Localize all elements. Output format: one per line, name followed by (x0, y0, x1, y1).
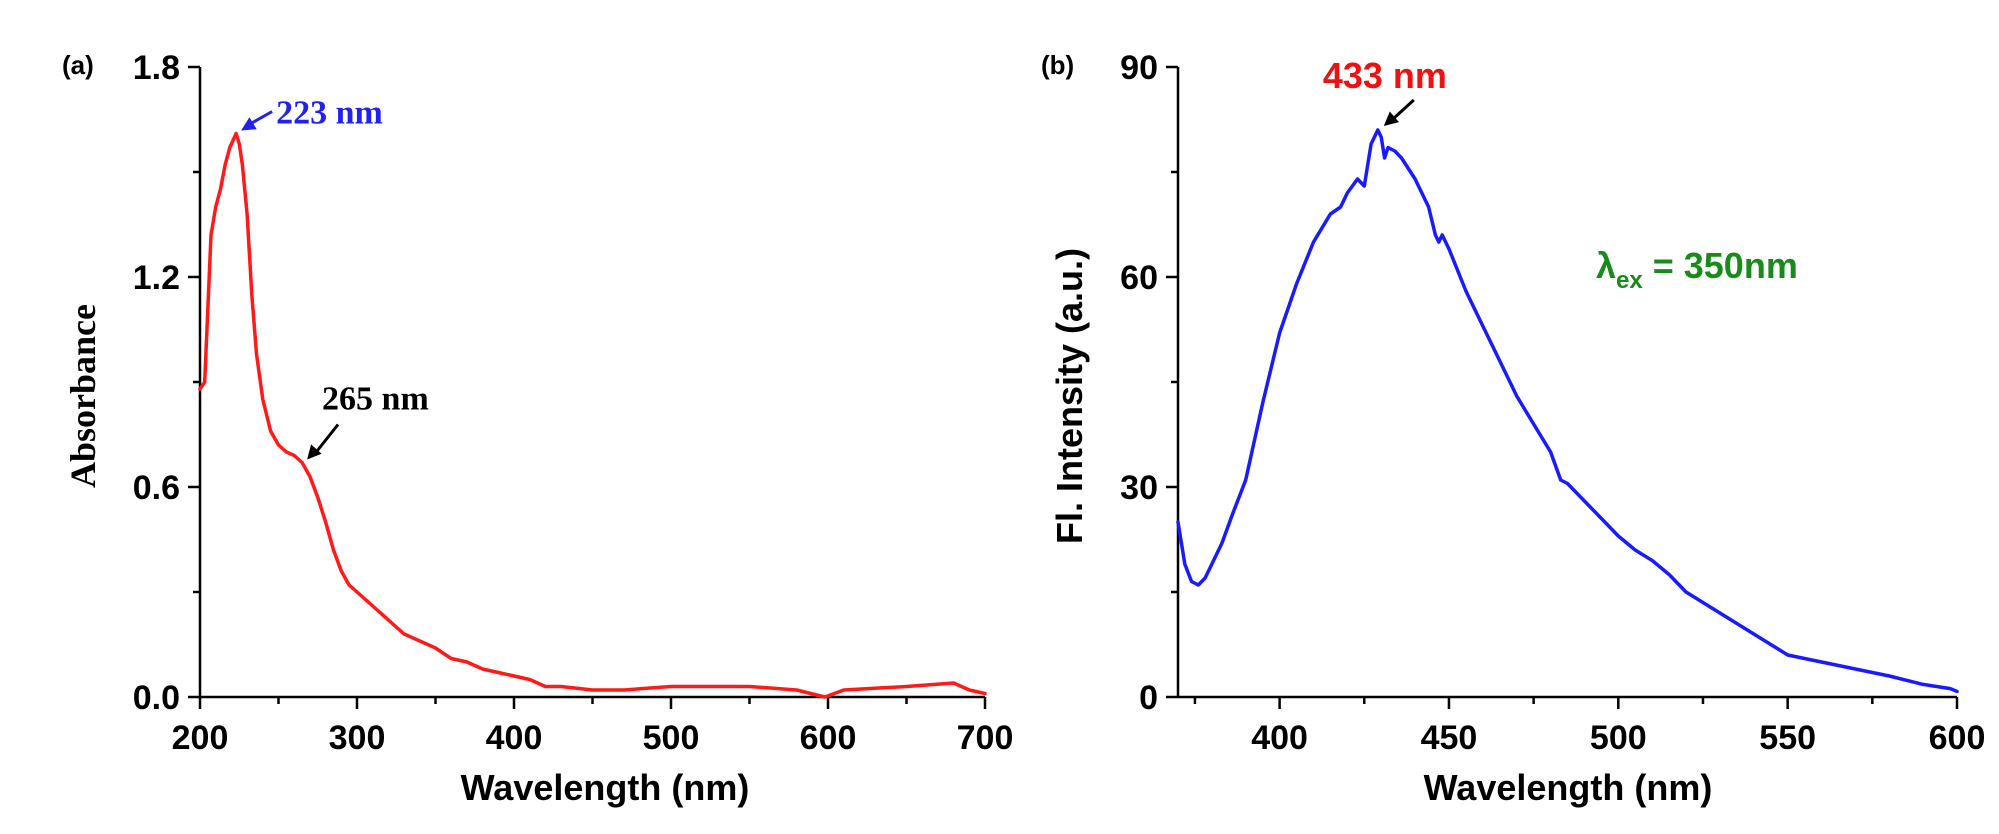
peak-433nm-arrow (1390, 98, 1415, 122)
y-tick-label: 1.2 (133, 259, 180, 297)
y-tick-label: 0.6 (133, 469, 180, 507)
panel-b-y-axis-title: Fl. Intensity (a.u.) (1049, 248, 1090, 544)
x-tick-label: 600 (800, 719, 857, 757)
panel-a-y-axis-title: Absorbance (63, 304, 103, 488)
panel-b-x-axis-title: Wavelength (nm) (1424, 767, 1713, 808)
y-tick-label: 1.8 (133, 49, 180, 87)
peak-433nm-label: 433 nm (1323, 55, 1447, 96)
x-tick-label: 400 (486, 719, 543, 757)
lambda-symbol: λ (1596, 245, 1616, 286)
shoulder-265nm-label: 265 nm (322, 381, 429, 418)
y-tick-label: 90 (1120, 49, 1158, 87)
peak-433nm-arrowhead (1383, 111, 1399, 126)
panel-a-absorbance-chart: (a) 200 300 400 500 600 700 0.0 0.6 1.2 1.8 Wave… (62, 49, 1013, 808)
panel-a-absorbance-curve (198, 131, 987, 699)
peak-223nm-arrow (248, 110, 273, 126)
panel-a-x-axis-title: Wavelength (nm) (461, 767, 750, 808)
x-tick-label: 200 (172, 719, 229, 757)
excitation-wavelength-label: λex = 350nm (1596, 245, 1798, 294)
panel-a-label: (a) (62, 50, 94, 80)
panel-b-annotations: 433 nm λex = 350nm (1323, 55, 1798, 294)
lambda-subscript: ex (1616, 267, 1643, 294)
x-tick-label: 500 (1590, 719, 1647, 757)
y-tick-label: 0.0 (133, 679, 180, 717)
panel-a-annotations: 223 nm 265 nm (241, 95, 429, 460)
y-tick-label: 0 (1139, 679, 1158, 717)
panel-b-label: (b) (1041, 50, 1074, 80)
y-tick-label: 30 (1120, 469, 1158, 507)
x-tick-label: 550 (1759, 719, 1816, 757)
panel-a-x-ticks: 200 300 400 500 600 700 (172, 697, 1014, 757)
x-tick-label: 450 (1421, 719, 1478, 757)
x-tick-label: 500 (643, 719, 700, 757)
x-tick-label: 300 (329, 719, 386, 757)
shoulder-265nm-arrowhead (307, 444, 322, 460)
x-tick-label: 400 (1251, 719, 1308, 757)
y-tick-label: 60 (1120, 259, 1158, 297)
panel-a-y-ticks: 0.0 0.6 1.2 1.8 (133, 49, 200, 717)
panel-b-y-ticks: 0 30 60 90 (1120, 49, 1178, 717)
panel-b-x-ticks: 400 450 500 550 600 (1193, 697, 1986, 757)
shoulder-265nm-arrow (313, 423, 340, 455)
excitation-value: = 350nm (1643, 245, 1798, 286)
panel-b-fluorescence-chart: (b) 400 450 500 550 600 0 30 60 90 Wavelength (… (1041, 49, 1985, 808)
peak-223nm-label: 223 nm (276, 95, 383, 132)
x-tick-label: 700 (957, 719, 1014, 757)
panel-b-fluorescence-curve (1176, 128, 1959, 694)
x-tick-label: 600 (1929, 719, 1986, 757)
peak-223nm-arrowhead (241, 117, 257, 131)
